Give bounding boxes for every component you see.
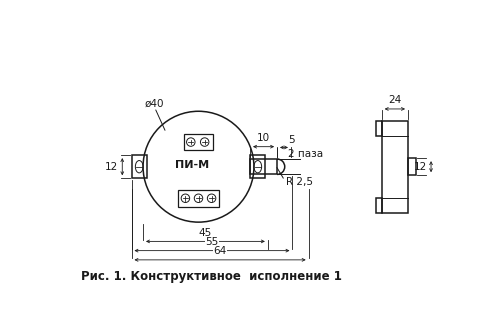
Text: Рис. 1. Конструктивное  исполнение 1: Рис. 1. Конструктивное исполнение 1 <box>80 270 342 283</box>
Text: 12: 12 <box>105 162 118 172</box>
Text: 5: 5 <box>288 135 294 145</box>
Text: 24: 24 <box>388 95 402 105</box>
Text: 10: 10 <box>257 133 270 143</box>
Text: 45: 45 <box>199 227 212 237</box>
Bar <box>250 159 277 174</box>
Bar <box>376 198 382 213</box>
Text: ø40: ø40 <box>144 98 164 109</box>
Bar <box>250 155 266 178</box>
Text: 12: 12 <box>414 162 427 172</box>
Bar <box>132 155 147 178</box>
Text: 55: 55 <box>206 237 218 247</box>
Bar <box>376 121 382 136</box>
Bar <box>408 158 416 175</box>
Bar <box>184 134 213 150</box>
Text: R 2,5: R 2,5 <box>286 177 314 187</box>
Text: ПИ-М: ПИ-М <box>176 160 210 170</box>
Text: 2 паза: 2 паза <box>288 149 323 159</box>
Text: 64: 64 <box>214 246 226 256</box>
Bar <box>382 121 408 213</box>
Bar <box>178 190 218 207</box>
